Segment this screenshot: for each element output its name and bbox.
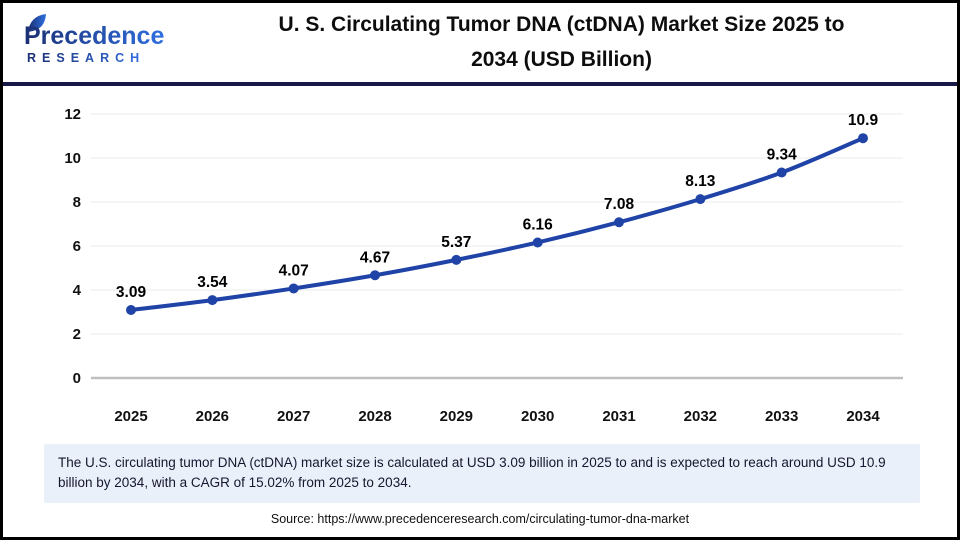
data-point	[207, 295, 218, 306]
data-point	[614, 217, 624, 228]
x-axis-tick: 2029	[440, 408, 473, 425]
y-axis-tick: 2	[73, 326, 81, 343]
x-axis-tick: 2025	[114, 408, 147, 425]
x-axis-tick: 2028	[358, 408, 391, 425]
data-label: 9.34	[767, 147, 798, 164]
y-axis-tick: 12	[64, 106, 81, 123]
data-point	[126, 305, 136, 316]
x-axis-tick: 2033	[765, 408, 798, 425]
precedence-research-logo: Precedence RESEARCH	[24, 14, 164, 65]
description-text: The U.S. circulating tumor DNA (ctDNA) m…	[58, 455, 886, 491]
leaf-icon	[28, 14, 46, 32]
data-label: 4.07	[279, 262, 309, 279]
data-label: 4.67	[360, 249, 390, 266]
data-point	[776, 167, 787, 178]
x-axis-tick: 2031	[602, 408, 635, 425]
data-label: 8.13	[685, 173, 716, 190]
data-label: 5.37	[441, 234, 471, 251]
data-point	[695, 194, 706, 205]
y-axis-tick: 0	[73, 370, 81, 387]
source-text: Source: https://www.precedenceresearch.c…	[270, 511, 690, 526]
x-axis-tick: 2027	[277, 408, 310, 425]
x-axis-tick: 2034	[846, 408, 880, 425]
source-line: Source: https://www.precedenceresearch.c…	[3, 512, 957, 526]
data-point	[858, 133, 868, 144]
chart-title-line1: U. S. Circulating Tumor DNA (ctDNA) Mark…	[278, 13, 845, 37]
data-label: 3.54	[197, 274, 228, 291]
chart-title-line2: 2034 (USD Billion)	[471, 47, 652, 71]
x-axis-tick: 2026	[196, 408, 229, 425]
data-point	[532, 237, 543, 248]
data-point	[451, 254, 462, 265]
chart-area: 0 2 4 6 8 10 12 3.09 2025 3.54 2026 4.07 2027 4.67 202…	[3, 86, 957, 438]
y-axis-tick: 6	[73, 238, 81, 255]
line-chart: 0 2 4 6 8 10 12 3.09 2025 3.54 2026 4.07 2027 4.67 202…	[64, 106, 903, 425]
y-axis-tick: 4	[73, 282, 82, 299]
data-label: 10.9	[848, 112, 879, 129]
chart-title: U. S. Circulating Tumor DNA (ctDNA) Mark…	[196, 8, 947, 76]
series-line	[129, 136, 865, 313]
data-label: 7.08	[604, 196, 635, 213]
y-axis-tick: 10	[64, 150, 81, 167]
logo: Precedence RESEARCH	[13, 11, 196, 74]
data-label: 6.16	[523, 216, 554, 233]
header: Precedence RESEARCH U. S. Circulating Tu…	[3, 3, 957, 86]
logo-subtext: RESEARCH	[27, 51, 145, 65]
logo-text: Precedence	[24, 22, 164, 50]
x-axis-tick: 2030	[521, 408, 554, 425]
description-box: The U.S. circulating tumor DNA (ctDNA) m…	[44, 444, 920, 503]
data-point	[370, 270, 380, 281]
data-point	[288, 283, 299, 294]
data-label: 3.09	[116, 284, 147, 301]
x-axis-tick: 2032	[684, 408, 717, 425]
y-axis-tick: 8	[73, 194, 81, 211]
